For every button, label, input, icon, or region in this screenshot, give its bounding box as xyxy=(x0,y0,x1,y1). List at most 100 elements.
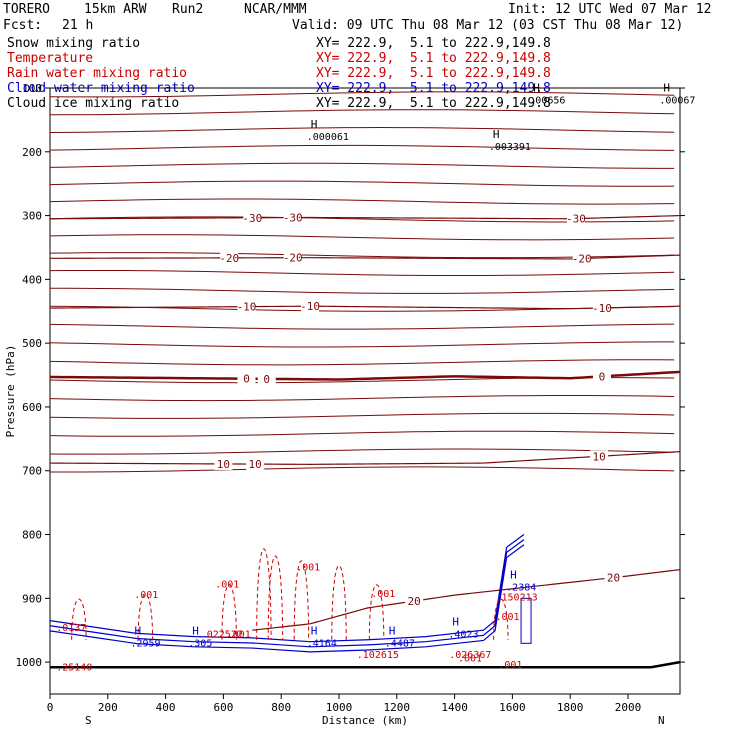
y-tick-label: 800 xyxy=(22,529,42,542)
rain-label: .102615 xyxy=(357,650,399,661)
isotherm-label-bg xyxy=(592,301,611,314)
isotherm-label-bg xyxy=(283,211,302,224)
rain-label: .001 xyxy=(134,590,158,601)
isotherm-3 xyxy=(49,370,681,381)
isotherm-label-bg xyxy=(257,372,276,385)
isotherm-label: 10 xyxy=(217,458,230,471)
rain-contour-6 xyxy=(331,565,347,640)
theta-contour xyxy=(49,359,675,366)
y-tick-label: 400 xyxy=(22,273,42,286)
theta-contour xyxy=(49,127,675,134)
surface-line xyxy=(50,660,681,669)
legend-xy-rain: XY= 222.9, 5.1 to 222.9,149.8 xyxy=(316,66,551,81)
header-init: Init: 12 UTC Wed 07 Mar 12 xyxy=(508,2,712,17)
y-tick-label: 1000 xyxy=(16,656,43,669)
isotherm-label-bg xyxy=(572,252,591,265)
isotherm-label: -30 xyxy=(242,212,262,225)
high-marker: H xyxy=(389,624,396,637)
isotherm-label-bg xyxy=(566,212,585,225)
cloud-water-contour-2 xyxy=(49,544,525,653)
high-marker: H xyxy=(192,624,199,637)
rain-label: .001 xyxy=(296,562,320,573)
isotherm-label-bg xyxy=(243,211,262,224)
isotherm-label: -20 xyxy=(572,253,592,266)
theta-contour xyxy=(49,323,675,330)
x-tick-label: 1200 xyxy=(384,701,411,714)
high-marker: H xyxy=(311,118,318,131)
high-marker: H xyxy=(134,624,141,637)
high-value: .00067 xyxy=(659,96,695,107)
x-end-label-right: N xyxy=(658,714,665,727)
x-tick-label: 1800 xyxy=(557,701,584,714)
theta-contour xyxy=(49,180,675,187)
rain-label: .001 xyxy=(215,580,239,591)
theta-contour xyxy=(49,466,675,473)
high-value: .4487 xyxy=(385,638,415,649)
legend-label-cloud-ice: Cloud ice mixing ratio xyxy=(7,96,180,111)
legend-xy-temperature: XY= 222.9, 5.1 to 222.9,149.8 xyxy=(316,51,551,66)
isotherm-label-bg xyxy=(405,595,424,608)
rain-contour-0 xyxy=(71,598,87,640)
isotherm-label: -10 xyxy=(592,302,612,315)
high-marker: H xyxy=(311,624,318,637)
high-marker: H xyxy=(510,568,517,581)
high-marker: H xyxy=(663,82,670,95)
rain-label: .022522 xyxy=(201,629,243,640)
high-value: .003391 xyxy=(489,142,531,153)
x-tick-label: 1600 xyxy=(499,701,526,714)
header-run: Run2 xyxy=(172,2,204,17)
rain-contour-5 xyxy=(293,560,310,640)
isotherm-label-bg xyxy=(246,458,265,471)
rain-label: .001 xyxy=(371,589,395,600)
theta-contour xyxy=(49,448,675,455)
x-axis-label: Distance (km) xyxy=(322,714,408,727)
y-tick-label: 500 xyxy=(22,337,42,350)
isotherm-2 xyxy=(49,305,681,310)
high-value: .2384 xyxy=(506,582,536,593)
rain-label: .026367 xyxy=(449,650,491,661)
y-tick-label: 600 xyxy=(22,401,42,414)
isotherm-label: 0 xyxy=(599,370,606,383)
isotherm-label: -20 xyxy=(219,252,239,265)
isotherm-label: 10 xyxy=(592,450,605,463)
theta-contour xyxy=(49,252,675,259)
y-tick-label: 100 xyxy=(22,82,42,95)
rain-contour-2 xyxy=(221,584,237,640)
isotherm-label: -20 xyxy=(283,252,303,265)
rain-contour-4 xyxy=(267,555,284,640)
rain-label: .001 xyxy=(498,660,522,671)
high-value: .000061 xyxy=(307,132,349,143)
isotherm-label: -30 xyxy=(283,212,303,225)
isotherm-label-bg xyxy=(590,450,609,463)
rain-contour-1 xyxy=(137,593,154,640)
isotherm-label-bg xyxy=(592,370,611,383)
y-axis-label: Pressure (hPa) xyxy=(4,345,17,438)
high-value: .4164 xyxy=(307,638,337,649)
x-tick-label: 1400 xyxy=(441,701,468,714)
isotherm-label: 10 xyxy=(249,458,262,471)
y-tick-label: 200 xyxy=(22,146,42,159)
theta-contour xyxy=(49,341,675,348)
isotherm-label: 20 xyxy=(607,572,620,585)
high-marker: H xyxy=(533,82,540,95)
legend-label-temperature: Temperature xyxy=(7,51,94,66)
rain-label: .0137 xyxy=(56,623,86,634)
isotherm-label: 0 xyxy=(263,373,270,386)
cloud-water-contour-0 xyxy=(49,534,525,643)
rain-label: .25140 xyxy=(56,663,92,674)
theta-contour xyxy=(49,287,675,294)
x-tick-label: 200 xyxy=(98,701,118,714)
isotherm-label: -10 xyxy=(237,301,257,314)
isotherm-label-bg xyxy=(301,300,320,313)
high-marker: H xyxy=(452,615,459,628)
cloud-water-contour-cell xyxy=(520,597,532,644)
x-tick-label: 0 xyxy=(47,701,54,714)
isotherm-label-bg xyxy=(220,251,239,264)
high-value: .00656 xyxy=(529,96,565,107)
isotherm-label: 20 xyxy=(408,595,421,608)
isotherm-label-bg xyxy=(283,251,302,264)
rain-label: .150213 xyxy=(495,592,537,603)
high-value: .2959 xyxy=(130,638,160,649)
rain-contour-8 xyxy=(493,598,509,640)
